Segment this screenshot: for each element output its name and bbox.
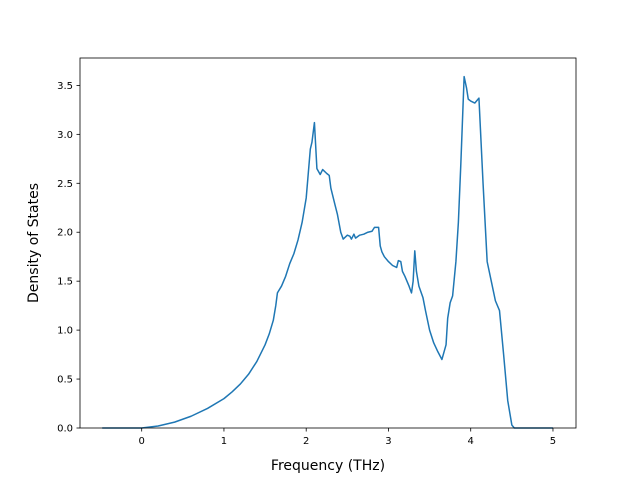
y-tick-label: 0.0	[57, 424, 73, 435]
y-axis-ticks: 0.0 0.5 1.0 1.5 2.0 2.5 3.0 3.5	[57, 81, 80, 435]
x-axis-ticks: 0 1 2 3 4 5	[139, 428, 556, 447]
y-tick-label: 3.0	[57, 130, 73, 141]
y-tick-label: 2.5	[57, 179, 73, 190]
y-tick-label: 2.0	[57, 228, 73, 239]
x-tick-label: 4	[468, 436, 474, 447]
y-tick-label: 1.0	[57, 326, 73, 337]
x-tick-label: 0	[139, 436, 145, 447]
series-line-0	[102, 75, 553, 429]
y-tick-label: 0.5	[57, 375, 73, 386]
x-axis-label: Frequency (THz)	[271, 458, 385, 474]
x-tick-label: 5	[550, 436, 556, 447]
x-tick-label: 1	[221, 436, 227, 447]
x-tick-label: 2	[303, 436, 309, 447]
y-axis-label: Density of States	[26, 183, 42, 303]
y-tick-label: 3.5	[57, 81, 73, 92]
plot-frame	[79, 57, 577, 429]
series-layer	[102, 75, 553, 429]
y-tick-label: 1.5	[57, 277, 73, 288]
x-tick-label: 3	[385, 436, 391, 447]
